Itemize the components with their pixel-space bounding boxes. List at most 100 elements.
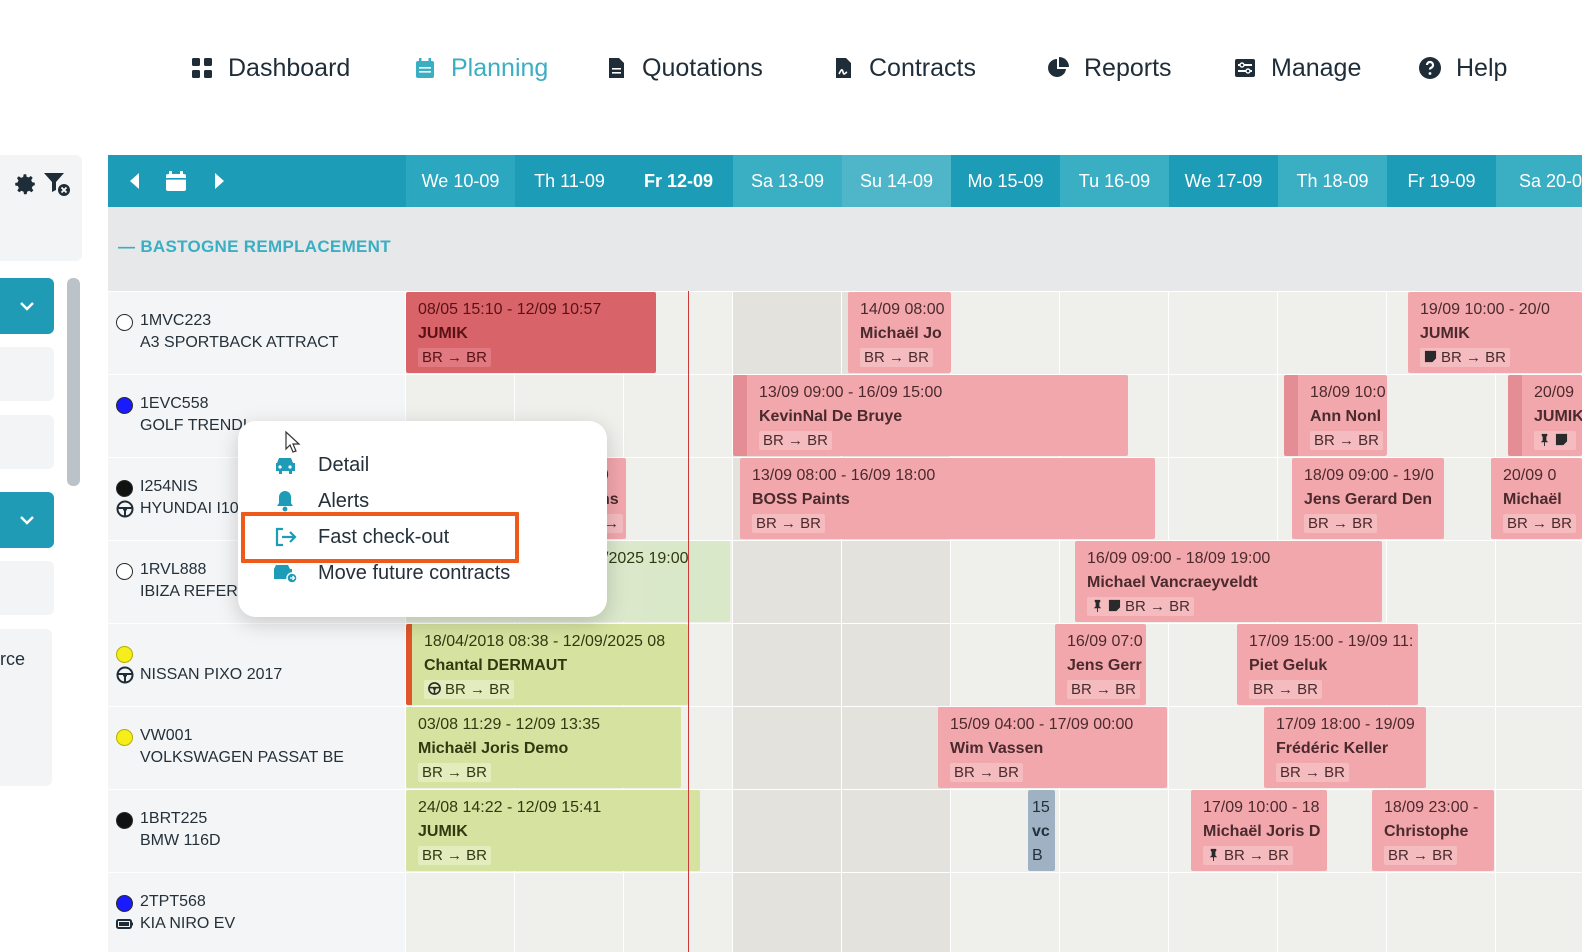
filter-dropdown-2[interactable] bbox=[0, 492, 54, 548]
nav-quotations[interactable]: Quotations bbox=[604, 50, 763, 86]
filter-source-box[interactable] bbox=[0, 629, 52, 786]
day-cell[interactable] bbox=[624, 458, 732, 540]
booking-block[interactable]: 18/09 10:0 Ann Nonl BR → BR bbox=[1284, 375, 1387, 456]
booking-block[interactable]: 17/09 10:00 - 18 Michaël Joris D BR → BR bbox=[1191, 790, 1327, 871]
booking-block[interactable]: 18/04/2018 08:38 - 12/09/2025 08 Chantal… bbox=[406, 624, 688, 705]
filter-scrollbar[interactable] bbox=[67, 278, 80, 486]
menu-item-alerts[interactable]: Alerts bbox=[272, 487, 369, 515]
day-header[interactable]: Mo 15-09 bbox=[951, 155, 1060, 207]
booking-block[interactable]: 14/09 08:00 Michaël Jo BR → BR bbox=[848, 292, 951, 373]
menu-item-move-future-contracts[interactable]: Move future contracts bbox=[272, 559, 510, 587]
day-header[interactable]: Th 18-09 bbox=[1278, 155, 1387, 207]
day-header[interactable]: Sa 13-09 bbox=[733, 155, 842, 207]
day-cell[interactable] bbox=[1496, 790, 1582, 872]
booking-block[interactable]: 03/08 11:29 - 12/09 13:35 Michaël Joris … bbox=[406, 707, 681, 788]
booking-block[interactable]: 18/09 09:00 - 19/0 Jens Gerard Den BR → … bbox=[1292, 458, 1444, 539]
vehicle-info[interactable]: VW001 VOLKSWAGEN PASSAT BE bbox=[108, 707, 405, 789]
day-cell[interactable] bbox=[1278, 873, 1386, 952]
next-week-button[interactable] bbox=[208, 169, 232, 193]
day-cell[interactable] bbox=[842, 790, 950, 872]
vehicle-info[interactable]: 1BRT225 BMW 116D bbox=[108, 790, 405, 872]
day-header[interactable]: We 17-09 bbox=[1169, 155, 1278, 207]
day-cell[interactable] bbox=[951, 292, 1059, 374]
day-header[interactable]: Fr 12-09 bbox=[624, 155, 733, 207]
filter-clear-icon[interactable] bbox=[42, 169, 72, 199]
booking-block[interactable]: 16/09 09:00 - 18/09 19:00 Michael Vancra… bbox=[1075, 541, 1382, 622]
booking-block[interactable]: 13/09 09:00 - 16/09 15:00 KevinNal De Br… bbox=[733, 375, 1128, 456]
nav-help[interactable]: Help bbox=[1418, 50, 1507, 86]
day-cell[interactable] bbox=[733, 707, 841, 789]
booking-block[interactable]: 20/09 JUMIK bbox=[1508, 375, 1582, 456]
day-cell[interactable] bbox=[1278, 292, 1386, 374]
day-header[interactable]: Fr 19-09 bbox=[1387, 155, 1496, 207]
nav-reports[interactable]: Reports bbox=[1046, 50, 1172, 86]
filter-option-2[interactable] bbox=[0, 415, 54, 469]
day-header[interactable]: Su 14-09 bbox=[842, 155, 951, 207]
day-cell[interactable] bbox=[733, 292, 841, 374]
nav-planning[interactable]: Planning bbox=[413, 50, 548, 86]
day-cell[interactable] bbox=[1060, 873, 1168, 952]
day-cell[interactable] bbox=[951, 541, 1059, 623]
check-out-icon bbox=[275, 527, 297, 547]
day-cell[interactable] bbox=[1169, 873, 1277, 952]
gear-icon[interactable] bbox=[12, 171, 38, 197]
nav-manage[interactable]: Manage bbox=[1233, 50, 1361, 86]
day-cell[interactable] bbox=[1496, 873, 1582, 952]
day-cell[interactable] bbox=[951, 624, 1059, 706]
booking-block[interactable]: 20/09 0 Michaël BR → BR bbox=[1491, 458, 1582, 539]
booking-block[interactable]: 15 vc B bbox=[1028, 790, 1055, 871]
menu-item-fast-check-out[interactable]: Fast check-out bbox=[272, 523, 449, 551]
day-cell[interactable] bbox=[842, 541, 950, 623]
day-cell[interactable] bbox=[1060, 292, 1168, 374]
day-cell[interactable] bbox=[1496, 624, 1582, 706]
day-header[interactable]: Tu 16-09 bbox=[1060, 155, 1169, 207]
booking-block[interactable]: 16/09 07:0 Jens Gerr BR → BR bbox=[1055, 624, 1146, 705]
day-cell[interactable] bbox=[1387, 375, 1495, 457]
nav-dashboard[interactable]: Dashboard bbox=[190, 50, 350, 86]
day-cell[interactable] bbox=[515, 873, 623, 952]
booking-block[interactable]: 24/08 14:22 - 12/09 15:41 JUMIK BR → BR bbox=[406, 790, 700, 871]
booking-block[interactable]: 19/09 10:00 - 20/0 JUMIK BR → BR bbox=[1408, 292, 1582, 373]
day-cell[interactable] bbox=[624, 375, 732, 457]
day-cell[interactable] bbox=[1169, 458, 1277, 540]
day-cell[interactable] bbox=[733, 873, 841, 952]
booking-block[interactable]: 17/09 18:00 - 19/09 Frédéric Keller BR →… bbox=[1264, 707, 1426, 788]
day-cell[interactable] bbox=[624, 873, 732, 952]
day-cell[interactable] bbox=[1496, 541, 1582, 623]
vehicle-info[interactable]: 2TPT568 KIA NIRO EV bbox=[108, 873, 405, 952]
day-cell[interactable] bbox=[842, 707, 950, 789]
day-cell[interactable] bbox=[1060, 790, 1168, 872]
filter-option-3[interactable] bbox=[0, 561, 54, 615]
day-cell[interactable] bbox=[1387, 541, 1495, 623]
booking-block[interactable]: 18/09 23:00 - Christophe BR → BR bbox=[1372, 790, 1494, 871]
vehicle-info[interactable]: NISSAN PIXO 2017 bbox=[108, 624, 405, 706]
day-cell[interactable] bbox=[951, 873, 1059, 952]
prev-week-button[interactable] bbox=[122, 169, 146, 193]
menu-item-detail[interactable]: Detail bbox=[272, 451, 369, 479]
day-cell[interactable] bbox=[1169, 292, 1277, 374]
filter-option-1[interactable] bbox=[0, 347, 54, 401]
day-cell[interactable] bbox=[733, 790, 841, 872]
booking-block[interactable]: 15/09 04:00 - 17/09 00:00 Wim Vassen BR … bbox=[938, 707, 1167, 788]
filter-dropdown-1[interactable] bbox=[0, 278, 54, 334]
day-cell[interactable] bbox=[733, 624, 841, 706]
day-cell[interactable] bbox=[1169, 707, 1277, 789]
day-header[interactable]: Th 11-09 bbox=[515, 155, 624, 207]
group-label[interactable]: — BASTOGNE REMPLACEMENT bbox=[118, 237, 391, 256]
booking-block[interactable]: 08/05 15:10 - 12/09 10:57 JUMIK BR → BR bbox=[406, 292, 656, 373]
day-cell[interactable] bbox=[842, 624, 950, 706]
day-cell[interactable] bbox=[733, 541, 841, 623]
vehicle-info[interactable]: 1MVC223 A3 SPORTBACK ATTRACT bbox=[108, 292, 405, 374]
vehicle-model: HYUNDAI I10 bbox=[140, 500, 239, 517]
booking-block[interactable]: 17/09 15:00 - 19/09 11: Piet Geluk BR → … bbox=[1237, 624, 1418, 705]
day-header[interactable]: We 10-09 bbox=[406, 155, 515, 207]
day-cell[interactable] bbox=[842, 873, 950, 952]
nav-contracts[interactable]: Contracts bbox=[831, 50, 976, 86]
day-cell[interactable] bbox=[1387, 873, 1495, 952]
day-cell[interactable] bbox=[1169, 375, 1277, 457]
day-cell[interactable] bbox=[406, 873, 514, 952]
booking-block[interactable]: 13/09 08:00 - 16/09 18:00 BOSS Paints BR… bbox=[740, 458, 1155, 539]
day-cell[interactable] bbox=[1496, 707, 1582, 789]
day-header[interactable]: Sa 20-0 bbox=[1496, 155, 1582, 207]
date-picker-button[interactable] bbox=[164, 169, 188, 193]
